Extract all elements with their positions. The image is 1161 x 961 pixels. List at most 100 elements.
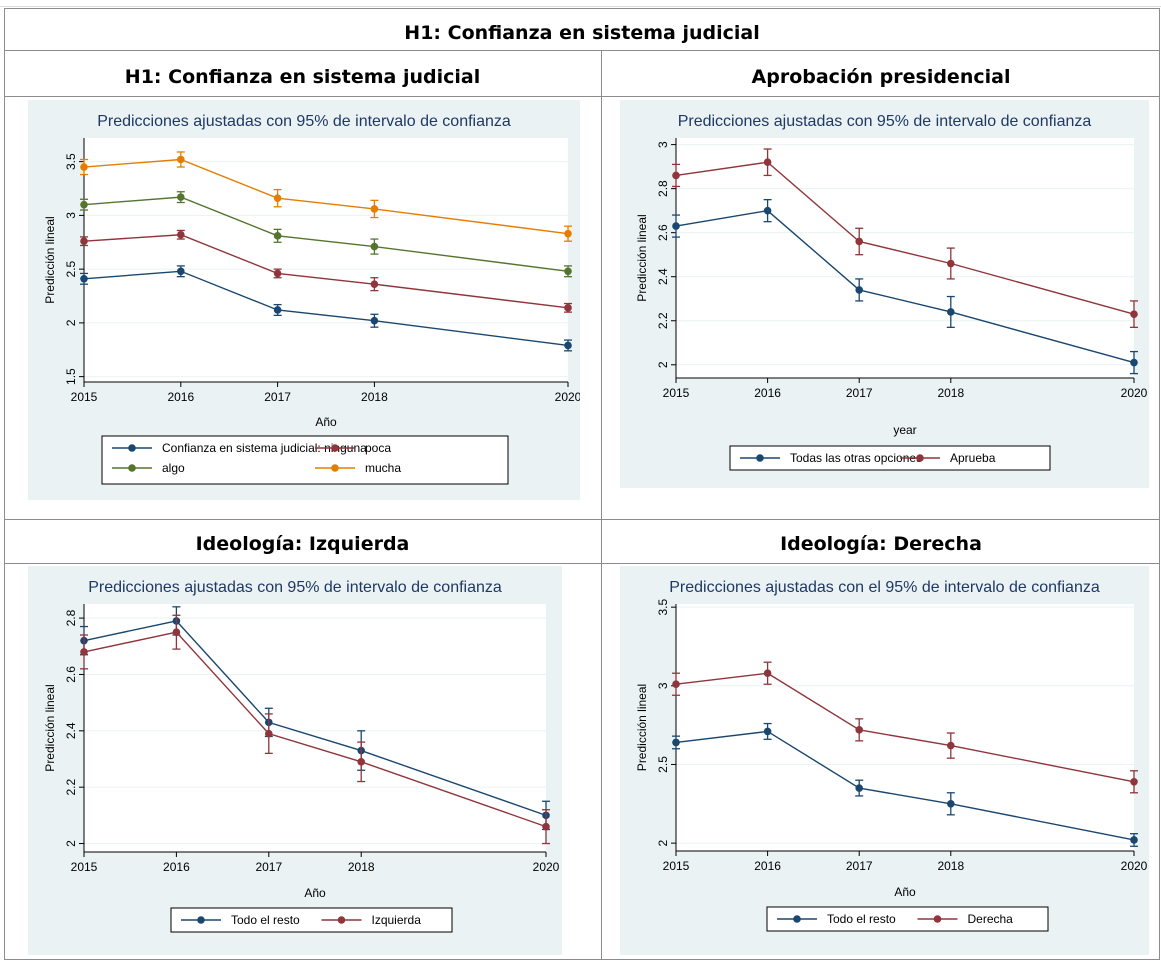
chart-ideologia-derecha: Predicciones ajustadas con el 95% de int… (620, 566, 1149, 955)
y-tick-label: 2.2 (64, 779, 78, 796)
data-point (855, 286, 863, 294)
y-tick-label: 2.4 (656, 268, 670, 285)
legend-label: Derecha (968, 912, 1014, 926)
table-rule (4, 519, 1160, 520)
data-point (947, 800, 955, 808)
panel-header-aprobacion: Aprobación presidencial (751, 66, 1011, 88)
legend-marker (793, 915, 801, 923)
chart-ideologia-izquierda: Predicciones ajustadas con 95% de interv… (28, 566, 562, 955)
data-point (947, 308, 955, 316)
y-tick-label: 3.5 (64, 153, 78, 170)
x-tick-label: 2018 (361, 390, 388, 404)
data-point (564, 267, 572, 276)
legend-label: poca (365, 441, 391, 455)
data-point (947, 259, 955, 268)
y-tick-label: 2.2 (656, 312, 670, 329)
y-tick-label: 2.4 (64, 722, 78, 739)
x-tick-label: 2017 (255, 860, 282, 874)
x-tick-label: 2018 (937, 386, 964, 400)
y-tick-label: 2 (64, 319, 78, 326)
main-title: H1: Confianza en sistema judicial (404, 22, 760, 44)
data-point (80, 275, 88, 283)
data-point (1130, 358, 1138, 367)
table-rule (4, 96, 1160, 97)
chart-confianza-judicial: Predicciones ajustadas con 95% de interv… (28, 100, 580, 500)
legend-label: mucha (365, 461, 401, 475)
data-point (947, 741, 955, 750)
x-tick-label: 2015 (663, 386, 690, 400)
legend-box (729, 445, 1051, 471)
data-point (1130, 836, 1138, 844)
legend-label: Confianza en sistema judicial: ninguna (162, 441, 367, 455)
data-point (564, 341, 572, 350)
data-point (763, 669, 772, 678)
legend-marker (337, 916, 346, 924)
x-tick-label: 2015 (71, 390, 98, 404)
x-axis-label: year (893, 423, 916, 437)
data-point (370, 316, 379, 325)
top-strip (0, 0, 1161, 7)
legend-box (101, 435, 509, 485)
chart-title: Predicciones ajustadas con 95% de interv… (678, 113, 1092, 130)
data-point (177, 267, 185, 276)
y-tick-label: 3 (64, 212, 78, 219)
data-point (542, 822, 550, 831)
legend-marker (331, 444, 339, 452)
legend-marker (197, 916, 205, 924)
legend-marker (933, 915, 942, 923)
data-point (763, 727, 772, 736)
y-tick-label: 2 (656, 839, 670, 846)
legend-label: Todo el resto (231, 913, 300, 927)
figure-table (4, 8, 1160, 960)
x-tick-label: 2017 (264, 390, 291, 404)
plot-area (84, 604, 546, 852)
x-tick-label: 2017 (846, 859, 873, 873)
y-tick-label: 2.6 (64, 666, 78, 683)
y-tick-label: 2.6 (656, 224, 670, 241)
x-axis-label: Año (304, 886, 326, 900)
data-point (177, 193, 185, 201)
data-point (273, 306, 282, 314)
data-point (672, 680, 680, 689)
data-point (273, 232, 282, 240)
y-tick-label: 2.5 (656, 756, 670, 773)
plot-area (84, 138, 568, 382)
x-tick-label: 2018 (348, 860, 375, 874)
x-tick-label: 2017 (846, 386, 873, 400)
data-point (672, 738, 680, 747)
y-axis-label: Predicción lineal (635, 214, 649, 301)
table-rule (4, 50, 1160, 51)
data-point (370, 242, 379, 251)
data-point (763, 206, 772, 215)
chart-title: Predicciones ajustadas con 95% de interv… (97, 113, 511, 130)
data-point (80, 163, 88, 171)
data-point (855, 726, 863, 734)
legend-marker (756, 454, 764, 462)
legend-marker (128, 464, 136, 472)
data-point (172, 628, 181, 636)
x-tick-label: 2016 (167, 390, 194, 404)
x-tick-label: 2015 (663, 859, 690, 873)
data-point (177, 155, 185, 164)
data-point (763, 158, 772, 167)
y-axis-label: Predicción lineal (43, 684, 57, 771)
chart-title: Predicciones ajustadas con el 95% de int… (669, 579, 1100, 596)
chart-title: Predicciones ajustadas con 95% de interv… (88, 579, 502, 596)
y-axis-label: Predicción lineal (635, 684, 649, 771)
data-point (80, 200, 88, 209)
legend-marker (916, 454, 924, 462)
legend-label: Todas las otras opciones (790, 451, 922, 465)
y-tick-label: 2 (64, 840, 78, 847)
x-tick-label: 2015 (71, 860, 98, 874)
data-point (564, 304, 572, 312)
x-tick-label: 2020 (555, 390, 580, 404)
y-tick-label: 3 (656, 141, 670, 148)
legend-label: Izquierda (372, 913, 422, 927)
legend-marker (331, 464, 339, 472)
legend-label: Aprueba (950, 451, 996, 465)
panel-header-izquierda: Ideología: Izquierda (195, 533, 410, 555)
data-point (370, 280, 379, 288)
y-tick-label: 2.5 (64, 260, 78, 277)
x-tick-label: 2016 (163, 860, 190, 874)
data-point (177, 230, 185, 239)
